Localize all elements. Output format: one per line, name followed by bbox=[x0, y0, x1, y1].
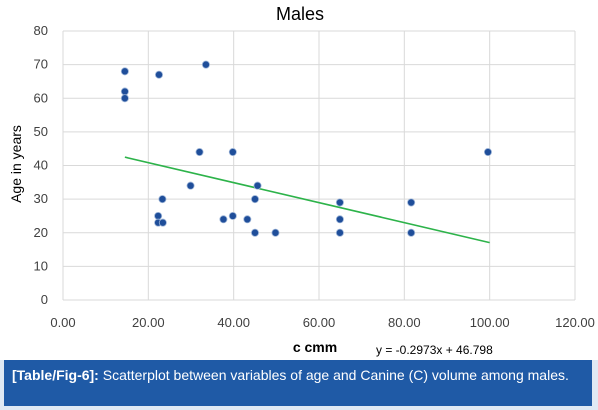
y-tick-label: 50 bbox=[34, 124, 48, 139]
data-point bbox=[195, 148, 204, 157]
data-point bbox=[201, 60, 210, 69]
data-point bbox=[271, 228, 280, 237]
data-point bbox=[158, 195, 167, 204]
y-tick-labels: 0 10 20 30 40 50 60 70 80 bbox=[34, 23, 48, 307]
chart-background bbox=[0, 0, 598, 360]
data-point bbox=[407, 198, 416, 207]
trendline bbox=[124, 156, 490, 244]
y-tick-label: 30 bbox=[34, 191, 48, 206]
data-point bbox=[120, 87, 129, 96]
y-tick-label: 10 bbox=[34, 258, 48, 273]
data-point bbox=[154, 211, 163, 220]
y-tick-label: 80 bbox=[34, 23, 48, 38]
data-point bbox=[228, 148, 237, 157]
x-tick-label: 60.00 bbox=[303, 315, 336, 330]
data-point bbox=[407, 228, 416, 237]
x-tick-labels: 0.00 20.00 40.00 60.00 80.00 100.00 120.00 bbox=[50, 315, 595, 330]
data-point bbox=[120, 94, 129, 103]
x-tick-label: 120.00 bbox=[555, 315, 595, 330]
y-axis-title: Age in years bbox=[8, 125, 24, 203]
chart-title: Males bbox=[276, 4, 324, 24]
y-tick-label: 70 bbox=[34, 57, 48, 72]
x-tick-label: 80.00 bbox=[388, 315, 421, 330]
data-point bbox=[483, 148, 492, 157]
data-point bbox=[186, 181, 195, 190]
trendline-equation: y = -0.2973x + 46.798 bbox=[376, 343, 493, 357]
x-tick-label: 40.00 bbox=[217, 315, 250, 330]
data-point bbox=[335, 215, 344, 224]
data-point bbox=[243, 215, 252, 224]
data-point bbox=[154, 70, 163, 79]
data-point bbox=[250, 228, 259, 237]
data-point bbox=[253, 181, 262, 190]
data-point bbox=[158, 218, 167, 227]
data-point bbox=[228, 211, 237, 220]
x-tick-label: 0.00 bbox=[50, 315, 75, 330]
data-point bbox=[335, 228, 344, 237]
y-tick-label: 20 bbox=[34, 225, 48, 240]
scatter-chart: Males 0 10 20 30 40 50 60 70 80 0.00 20.00 40.00 60… bbox=[0, 0, 598, 360]
caption-text: Scatterplot between variables of age and… bbox=[98, 367, 569, 383]
data-points bbox=[120, 60, 492, 237]
gridlines bbox=[62, 30, 576, 301]
y-tick-label: 60 bbox=[34, 90, 48, 105]
x-tick-label: 100.00 bbox=[470, 315, 510, 330]
data-point bbox=[250, 195, 259, 204]
x-tick-label: 20.00 bbox=[132, 315, 165, 330]
caption-tag: [Table/Fig-6]: bbox=[12, 367, 99, 383]
x-axis-title: c cmm bbox=[293, 339, 337, 355]
y-tick-label: 40 bbox=[34, 158, 48, 173]
data-point bbox=[219, 215, 228, 224]
figure-caption: [Table/Fig-6]: Scatterplot between varia… bbox=[4, 360, 592, 406]
data-point bbox=[120, 67, 129, 76]
data-point bbox=[335, 198, 344, 207]
y-tick-label: 0 bbox=[41, 292, 48, 307]
